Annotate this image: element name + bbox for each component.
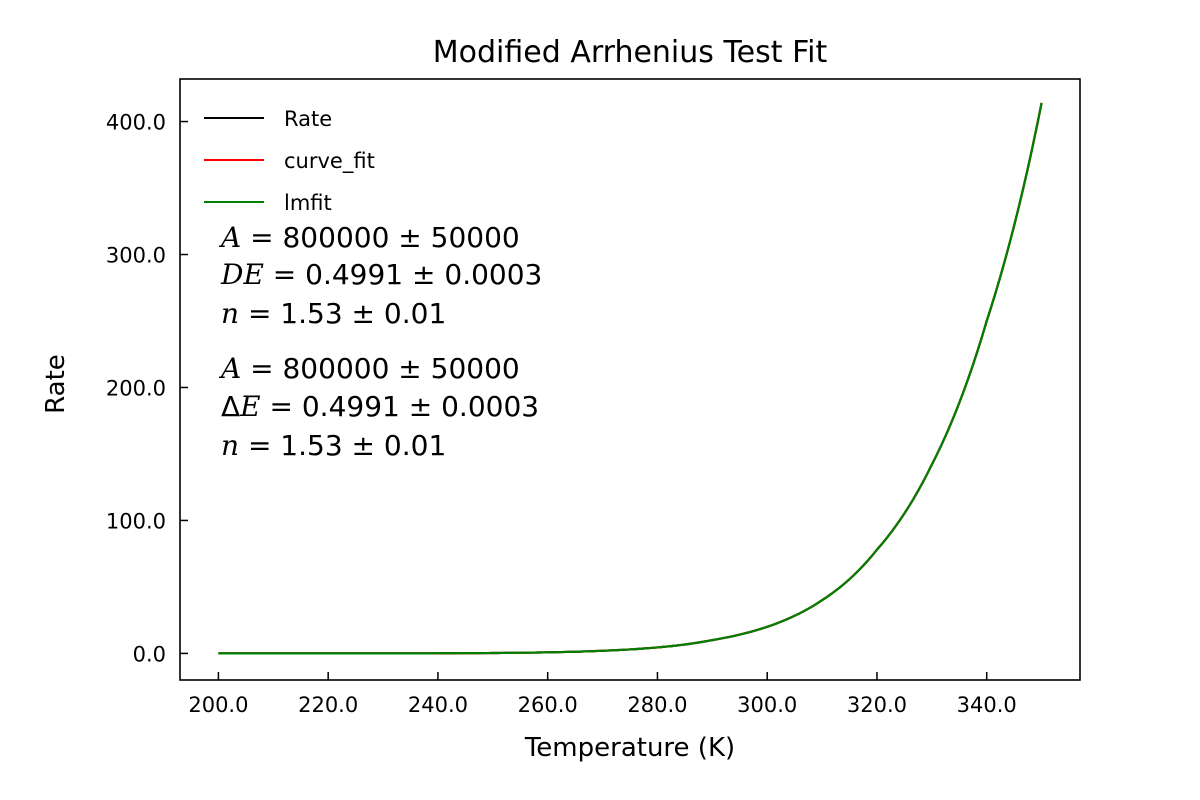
- x-tick-label: 320.0: [847, 693, 907, 717]
- x-tick-label: 220.0: [298, 693, 358, 717]
- annotation-expr: = 1.53 ± 0.01: [239, 297, 446, 330]
- y-tick-label: 200.0: [106, 376, 166, 400]
- legend-label: Rate: [284, 107, 332, 131]
- y-tick-label: 400.0: [106, 111, 166, 135]
- annotation-var: A: [218, 352, 241, 385]
- annotation-line: A = 800000 ± 50000: [218, 352, 520, 385]
- annotation-var: DE: [220, 258, 264, 291]
- annotation-expr: = 800000 ± 50000: [241, 221, 519, 254]
- x-axis-label: Temperature (K): [524, 733, 735, 763]
- annotation-line: n = 1.53 ± 0.01: [221, 429, 446, 462]
- legend-label: curve_fit: [284, 149, 375, 174]
- annotation-expr: = 800000 ± 50000: [241, 352, 519, 385]
- x-tick-label: 240.0: [408, 693, 468, 717]
- y-tick-label: 0.0: [133, 642, 166, 666]
- x-tick-label: 340.0: [957, 693, 1017, 717]
- annotation-var: n: [221, 297, 239, 330]
- annotation-line: A = 800000 ± 50000: [218, 221, 520, 254]
- annotation-var: A: [218, 221, 241, 254]
- y-tick-label: 300.0: [106, 244, 166, 268]
- annotation-var: n: [221, 429, 239, 462]
- annotation-line: ΔE = 0.4991 ± 0.0003: [221, 390, 539, 423]
- x-tick-label: 300.0: [737, 693, 797, 717]
- x-tick-label: 280.0: [627, 693, 687, 717]
- y-tick-label: 100.0: [106, 509, 166, 533]
- annotation-prefix: Δ: [221, 390, 240, 423]
- x-tick-label: 200.0: [188, 693, 248, 717]
- annotation-var: E: [239, 390, 260, 423]
- y-axis-label: Rate: [41, 354, 71, 414]
- x-tick-label: 260.0: [518, 693, 578, 717]
- plot-frame: [179, 78, 1081, 681]
- annotation-expr: = 0.4991 ± 0.0003: [264, 258, 542, 291]
- fit-parameters: A = 800000 ± 50000 DE = 0.4991 ± 0.0003 …: [218, 221, 542, 462]
- chart-title: Modified Arrhenius Test Fit: [433, 35, 828, 70]
- annotation-expr: = 1.53 ± 0.01: [239, 429, 446, 462]
- annotation-line: DE = 0.4991 ± 0.0003: [220, 258, 542, 291]
- annotation-expr: = 0.4991 ± 0.0003: [261, 390, 539, 423]
- legend-label: lmfit: [284, 191, 332, 215]
- series-line-lmfit: [218, 102, 1043, 655]
- annotation-line: n = 1.53 ± 0.01: [221, 297, 446, 330]
